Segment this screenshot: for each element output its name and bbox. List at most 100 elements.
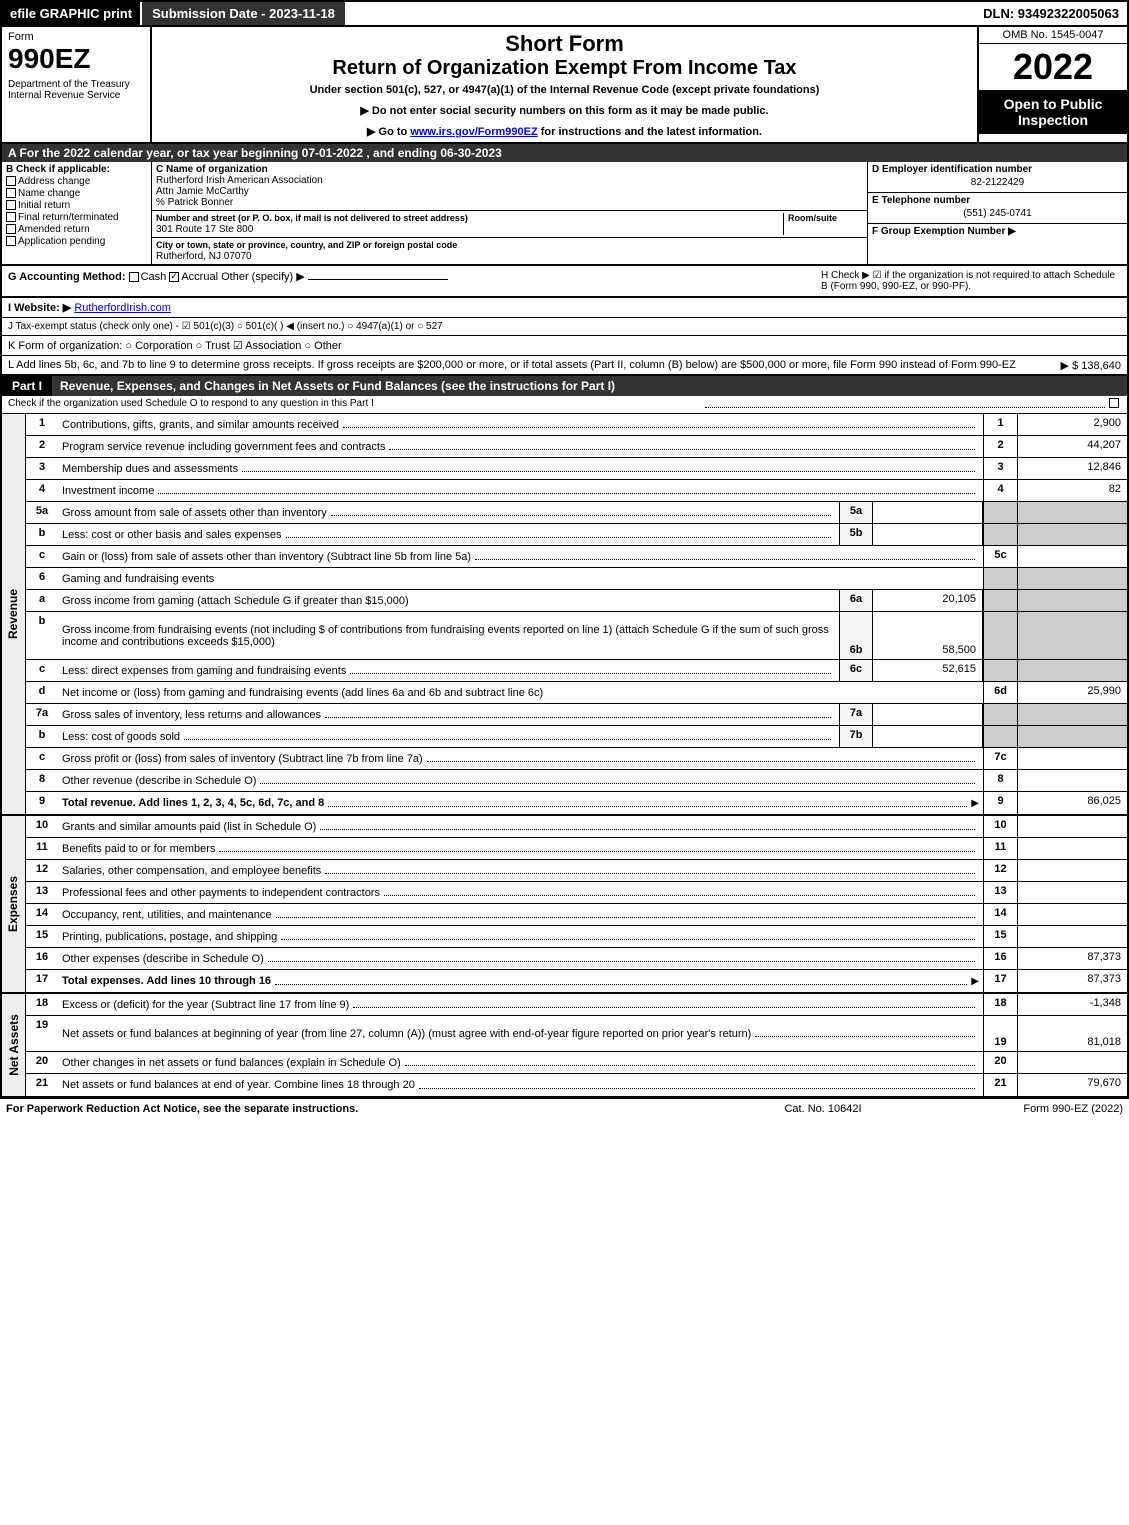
- cb-label: Final return/terminated: [18, 212, 119, 223]
- line-20: 20Other changes in net assets or fund ba…: [26, 1052, 1127, 1074]
- line-6c: cLess: direct expenses from gaming and f…: [26, 660, 1127, 682]
- cb-schedule-o[interactable]: [1109, 398, 1119, 408]
- line-10: 10Grants and similar amounts paid (list …: [26, 816, 1127, 838]
- addr-label: Number and street (or P. O. box, if mail…: [156, 213, 468, 223]
- addr-block: Number and street (or P. O. box, if mail…: [152, 211, 867, 238]
- part1-sub: Check if the organization used Schedule …: [0, 396, 1129, 414]
- city-block: City or town, state or province, country…: [152, 238, 867, 264]
- cb-final-return[interactable]: Final return/terminated: [6, 212, 147, 223]
- ein-block: D Employer identification number 82-2122…: [868, 162, 1127, 193]
- cb-amended-return[interactable]: Amended return: [6, 224, 147, 235]
- phone-block: E Telephone number (551) 245-0741: [868, 193, 1127, 224]
- efile-label: efile GRAPHIC print: [2, 2, 140, 25]
- line-7a: 7aGross sales of inventory, less returns…: [26, 704, 1127, 726]
- line-5c: cGain or (loss) from sale of assets othe…: [26, 546, 1127, 568]
- tax-year: 2022: [979, 44, 1127, 90]
- group-exemption-label: F Group Exemption Number ▶: [872, 226, 1016, 237]
- col-de: D Employer identification number 82-2122…: [867, 162, 1127, 264]
- section-bcdef: B Check if applicable: Address change Na…: [0, 162, 1129, 266]
- footer-form: Form 990-EZ (2022): [923, 1103, 1123, 1115]
- website-link[interactable]: RutherfordIrish.com: [74, 302, 171, 314]
- line-1: 1Contributions, gifts, grants, and simil…: [26, 414, 1127, 436]
- form-title: Return of Organization Exempt From Incom…: [158, 57, 971, 80]
- other-label: Other (specify) ▶: [221, 271, 305, 283]
- line-11: 11Benefits paid to or for members11: [26, 838, 1127, 860]
- line-2: 2Program service revenue including gover…: [26, 436, 1127, 458]
- cb-initial-return[interactable]: Initial return: [6, 200, 147, 211]
- line-4: 4Investment income482: [26, 480, 1127, 502]
- line-18: 18Excess or (deficit) for the year (Subt…: [26, 994, 1127, 1016]
- cb-address-change[interactable]: Address change: [6, 176, 147, 187]
- line-6b: bGross income from fundraising events (n…: [26, 612, 1127, 660]
- line-3: 3Membership dues and assessments312,846: [26, 458, 1127, 480]
- header-left: Form 990EZ Department of the Treasury In…: [2, 27, 152, 142]
- line-5b: bLess: cost or other basis and sales exp…: [26, 524, 1127, 546]
- line-6: 6Gaming and fundraising events: [26, 568, 1127, 590]
- cb-label: Application pending: [18, 236, 105, 247]
- line-21: 21Net assets or fund balances at end of …: [26, 1074, 1127, 1096]
- omb-number: OMB No. 1545-0047: [979, 27, 1127, 44]
- row-l-value: ▶ $ 138,640: [1061, 359, 1121, 372]
- cb-accrual[interactable]: [169, 272, 179, 282]
- line-14: 14Occupancy, rent, utilities, and mainte…: [26, 904, 1127, 926]
- line-7b: bLess: cost of goods sold7b: [26, 726, 1127, 748]
- phone-label: E Telephone number: [872, 195, 970, 206]
- row-a-tax-year: A For the 2022 calendar year, or tax yea…: [0, 144, 1129, 162]
- header-mid: Short Form Return of Organization Exempt…: [152, 27, 977, 142]
- short-form-label: Short Form: [158, 31, 971, 57]
- addr-value: 301 Route 17 Ste 800: [156, 224, 253, 235]
- part1-header: Part I Revenue, Expenses, and Changes in…: [0, 376, 1129, 396]
- header-right: OMB No. 1545-0047 2022 Open to Public In…: [977, 27, 1127, 142]
- row-j-tax-exempt: J Tax-exempt status (check only one) - ☑…: [0, 318, 1129, 336]
- line-6d: dNet income or (loss) from gaming and fu…: [26, 682, 1127, 704]
- line-19: 19Net assets or fund balances at beginni…: [26, 1016, 1127, 1052]
- org-care: % Patrick Bonner: [156, 197, 233, 208]
- line-15: 15Printing, publications, postage, and s…: [26, 926, 1127, 948]
- accrual-label: Accrual: [181, 271, 218, 283]
- accounting-method: G Accounting Method: Cash Accrual Other …: [8, 270, 821, 292]
- top-bar: efile GRAPHIC print Submission Date - 20…: [0, 0, 1129, 27]
- line-17: 17Total expenses. Add lines 10 through 1…: [26, 970, 1127, 992]
- city-value: Rutherford, NJ 07070: [156, 251, 252, 262]
- note-ssn: ▶ Do not enter social security numbers o…: [158, 104, 971, 117]
- phone-value: (551) 245-0741: [872, 206, 1123, 221]
- submission-date: Submission Date - 2023-11-18: [140, 2, 345, 25]
- dln: DLN: 93492322005063: [975, 2, 1127, 25]
- org-name: Rutherford Irish American Association: [156, 175, 323, 186]
- line-12: 12Salaries, other compensation, and empl…: [26, 860, 1127, 882]
- cb-cash[interactable]: [129, 272, 139, 282]
- row-h: H Check ▶ ☑ if the organization is not r…: [821, 270, 1121, 292]
- cb-label: Initial return: [18, 200, 70, 211]
- side-revenue: Revenue: [2, 414, 26, 814]
- col-b: B Check if applicable: Address change Na…: [2, 162, 152, 264]
- group-exemption-block: F Group Exemption Number ▶: [868, 224, 1127, 239]
- acct-method-label: G Accounting Method:: [8, 271, 126, 283]
- irs-link[interactable]: www.irs.gov/Form990EZ: [410, 126, 537, 138]
- page-footer: For Paperwork Reduction Act Notice, see …: [0, 1098, 1129, 1119]
- revenue-section: Revenue 1Contributions, gifts, grants, a…: [0, 414, 1129, 816]
- line-16: 16Other expenses (describe in Schedule O…: [26, 948, 1127, 970]
- expenses-section: Expenses 10Grants and similar amounts pa…: [0, 816, 1129, 994]
- line-7c: cGross profit or (loss) from sales of in…: [26, 748, 1127, 770]
- cb-name-change[interactable]: Name change: [6, 188, 147, 199]
- form-label: Form: [8, 31, 144, 43]
- footer-catno: Cat. No. 10642I: [723, 1103, 923, 1115]
- note-goto-pre: ▶ Go to: [367, 126, 410, 138]
- form-header: Form 990EZ Department of the Treasury In…: [0, 27, 1129, 144]
- note-goto-post: for instructions and the latest informat…: [538, 126, 762, 138]
- cb-application-pending[interactable]: Application pending: [6, 236, 147, 247]
- under-section: Under section 501(c), 527, or 4947(a)(1)…: [158, 84, 971, 96]
- city-label: City or town, state or province, country…: [156, 240, 457, 250]
- part1-number: Part I: [2, 376, 52, 396]
- room-label: Room/suite: [788, 213, 837, 223]
- cash-label: Cash: [141, 271, 167, 283]
- open-to-public: Open to Public Inspection: [979, 90, 1127, 134]
- cb-label: Amended return: [18, 224, 90, 235]
- col-b-header: B Check if applicable:: [6, 164, 147, 175]
- org-name-label: C Name of organization: [156, 164, 268, 175]
- row-k-form-org: K Form of organization: ○ Corporation ○ …: [0, 336, 1129, 356]
- ein-label: D Employer identification number: [872, 164, 1032, 175]
- line-5a: 5aGross amount from sale of assets other…: [26, 502, 1127, 524]
- line-6a: aGross income from gaming (attach Schedu…: [26, 590, 1127, 612]
- org-attn: Attn Jamie McCarthy: [156, 186, 249, 197]
